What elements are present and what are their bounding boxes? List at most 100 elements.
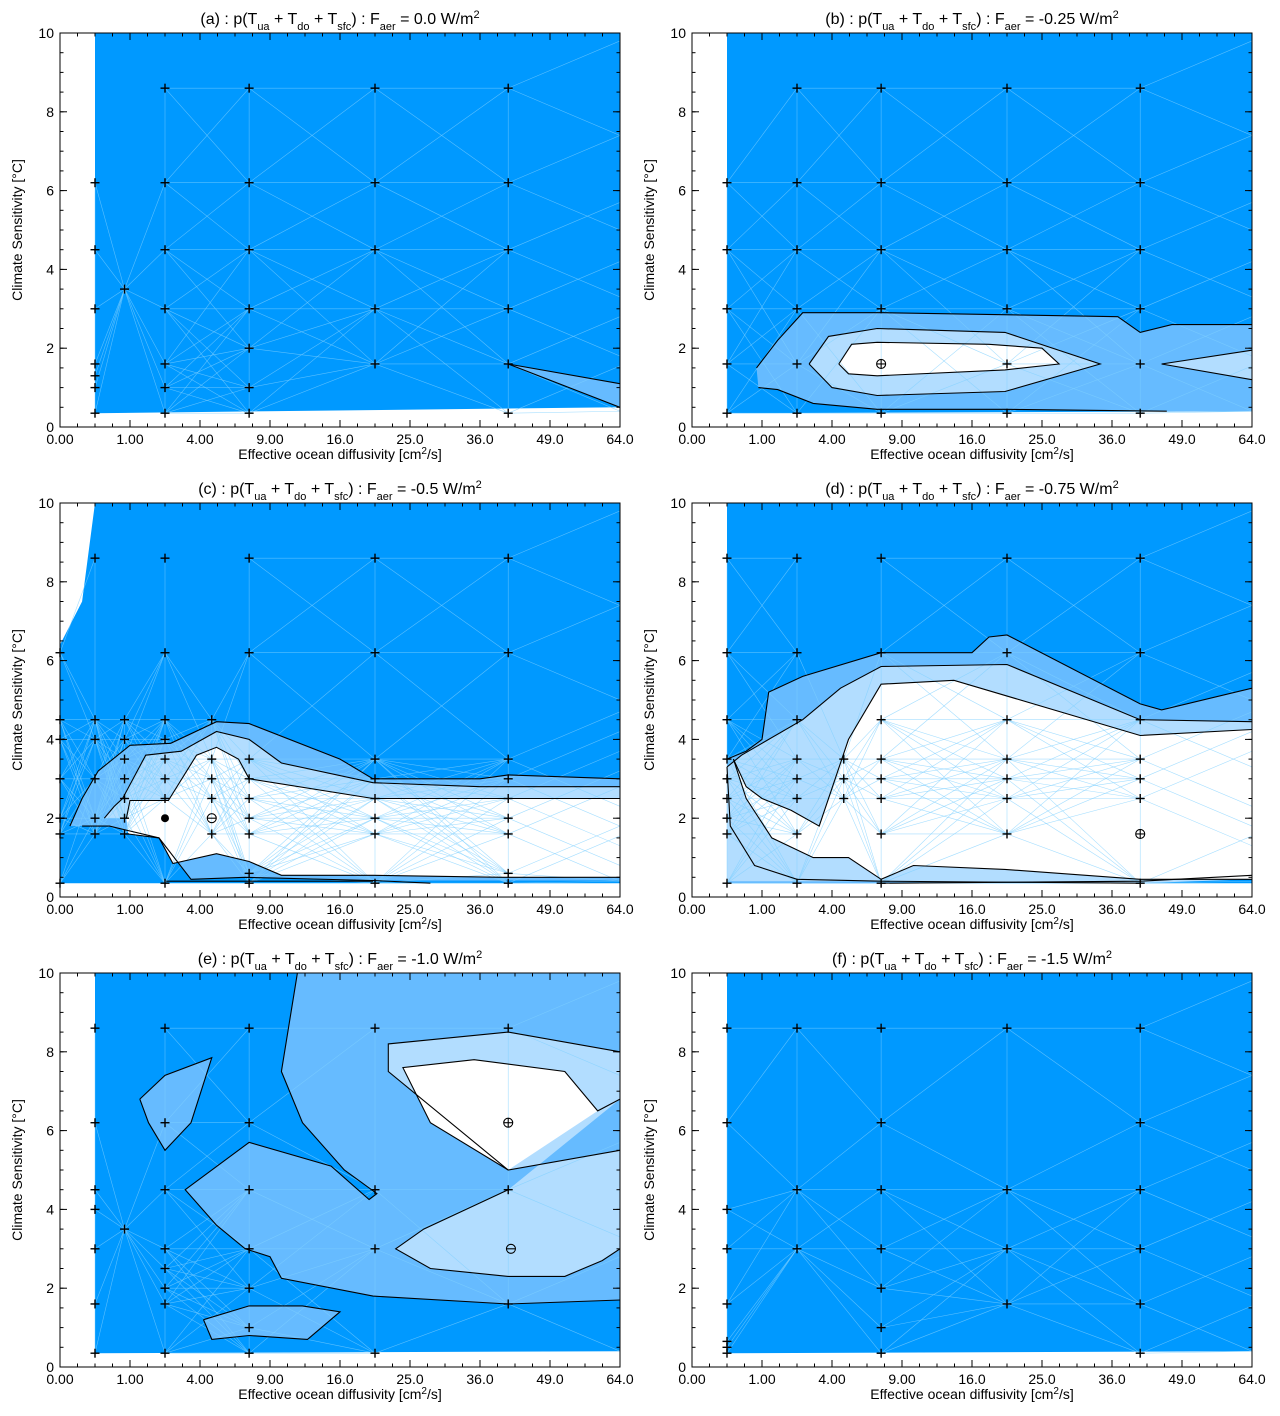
triangulation-edge — [249, 1327, 376, 1354]
sample-point-marker — [160, 383, 170, 393]
triangulation-edge — [94, 778, 125, 835]
sample-point-marker — [244, 1283, 254, 1293]
sample-point-marker — [90, 1023, 100, 1033]
sample-point-marker — [792, 359, 802, 369]
sample-point-marker — [1002, 1023, 1012, 1033]
y-tick-label: 6 — [46, 1123, 54, 1139]
sample-point-marker — [876, 648, 886, 658]
y-tick-label: 0 — [46, 1359, 54, 1375]
triangulation-edge — [726, 308, 798, 365]
triangulation-edge — [164, 739, 213, 835]
sample-point-marker — [90, 734, 100, 744]
triangulation-edge — [124, 1228, 166, 1250]
sample-point-marker — [370, 553, 380, 563]
x-tick-label: 25.0 — [1028, 431, 1055, 447]
x-label-text: Effective ocean diffusivity [cm — [238, 1386, 421, 1402]
sample-point-marker — [1002, 1244, 1012, 1254]
triangulation-edge — [124, 652, 166, 740]
sample-point-marker — [244, 1348, 254, 1358]
sample-point-marker — [370, 359, 380, 369]
x-tick-label: 49.0 — [1168, 901, 1195, 917]
triangulation-edge — [508, 410, 620, 414]
triangulation-edge — [164, 308, 250, 414]
triangulation-edge — [796, 778, 844, 835]
sample-point-marker — [244, 868, 254, 878]
sample-point-marker — [722, 359, 732, 369]
y-tick-label: 8 — [46, 574, 54, 590]
sample-point-marker — [722, 754, 732, 764]
title-segment: = -0.25 W/m — [1021, 11, 1113, 28]
triangulation-edge — [124, 288, 166, 388]
x-tick-label: 25.0 — [1028, 901, 1055, 917]
triangulation-edge — [248, 1189, 376, 1289]
triangulation-edge — [60, 652, 96, 720]
x-tick-label: 36.0 — [1098, 431, 1125, 447]
triangulation-edge — [248, 1027, 376, 1123]
triangulation-edge — [164, 719, 212, 740]
triangulation-edge — [1140, 1201, 1252, 1250]
y-tick-label: 2 — [678, 340, 686, 356]
x-tick-label: 25.0 — [396, 901, 423, 917]
panel-d-triangulation — [726, 510, 1252, 884]
triangulation-edge — [94, 778, 125, 799]
sample-point-marker — [244, 774, 254, 784]
sample-point-marker — [722, 1118, 732, 1128]
sample-point-marker — [1002, 829, 1012, 839]
title-segment: 2 — [476, 949, 482, 961]
triangulation-edge — [124, 1189, 166, 1230]
triangulation-edge — [726, 1209, 798, 1250]
panel-a-plot-area — [94, 33, 620, 414]
panel-a-region-level-1 — [95, 33, 620, 414]
triangulation-edge — [796, 308, 882, 414]
triangulation-edge — [60, 778, 96, 884]
triangulation-edge — [796, 652, 845, 760]
sample-point-marker — [722, 813, 732, 823]
triangulation-edge — [374, 798, 509, 874]
sample-point-marker — [792, 829, 802, 839]
y-tick-label: 0 — [46, 419, 54, 435]
triangulation-edge — [374, 363, 509, 414]
x-tick-label: 4.00 — [186, 431, 213, 447]
title-segment: (b) : p(T — [825, 11, 882, 28]
sample-point-marker — [160, 245, 170, 255]
triangulation-edge — [211, 833, 250, 884]
panel-f-plot-area — [726, 973, 1252, 1354]
triangulation-edge — [164, 363, 250, 414]
title-segment: + T — [894, 11, 922, 28]
triangulation-edge — [164, 652, 213, 760]
triangulation-edge — [124, 1229, 166, 1354]
triangulation-edge — [248, 557, 376, 653]
title-segment: sfc — [962, 491, 977, 503]
sample-point-marker — [839, 754, 849, 764]
title-segment: do — [297, 21, 309, 33]
triangulation-edge — [796, 719, 844, 779]
triangulation-edge — [880, 249, 1008, 365]
title-segment: (d) : p(T — [825, 481, 882, 498]
panel-c: 0.00 1.00 4.00 9.00 16.0 25.0 36.0 49.0 64.0 0 2 4 6… — [9, 479, 634, 932]
x-tick-label: 0.00 — [678, 1371, 705, 1387]
sample-point-marker — [876, 245, 886, 255]
sample-point-marker — [207, 754, 217, 764]
x-tick-label: 49.0 — [536, 1371, 563, 1387]
sample-point-marker — [160, 83, 170, 93]
triangulation-edge — [880, 798, 1008, 884]
sample-point-marker — [876, 1283, 886, 1293]
triangulation-edge — [880, 652, 1008, 760]
sample-point-marker — [503, 304, 513, 314]
triangulation-edge — [164, 719, 213, 835]
triangulation-edge — [1140, 1027, 1252, 1076]
triangulation-edge — [508, 40, 620, 89]
triangulation-edge — [1006, 1189, 1141, 1250]
triangulation-edge — [796, 1248, 882, 1328]
sample-point-marker — [1135, 1185, 1145, 1195]
x-label-superscript: 2 — [421, 446, 427, 457]
panel-f-y-axis-label: Climate Sensitivity [°C] — [641, 1099, 657, 1241]
triangulation-edge — [374, 652, 509, 760]
x-tick-label: 1.00 — [116, 1371, 143, 1387]
triangulation-edge — [726, 778, 798, 835]
sample-point-marker — [876, 1185, 886, 1195]
y-tick-label: 10 — [670, 25, 686, 41]
triangulation-edge — [164, 347, 250, 388]
sample-point-marker — [160, 178, 170, 188]
